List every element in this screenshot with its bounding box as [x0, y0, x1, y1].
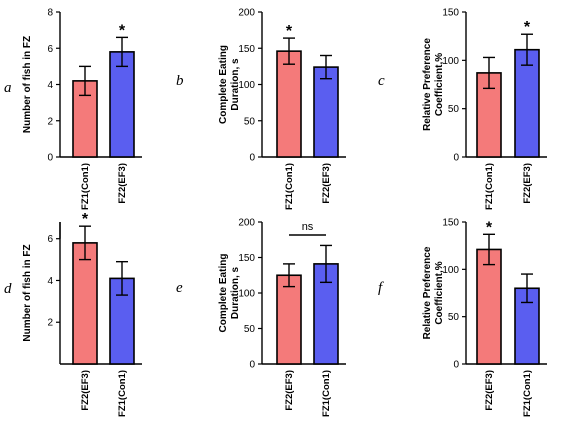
y-tick-label: 6 — [47, 44, 53, 55]
y-tick-label: 0 — [47, 153, 53, 164]
x-tick-label: FZ2(EF3) — [522, 163, 533, 204]
bar-FZ2(EF3) — [313, 66, 339, 158]
y-tick-label: 150 — [442, 8, 459, 19]
significance-star: * — [486, 219, 493, 236]
x-tick-label: FZ1(Con1) — [522, 370, 533, 417]
y-tick-label: 100 — [442, 265, 459, 276]
x-tick-label: FZ2(EF3) — [284, 370, 295, 411]
y-axis-label-line: Relative Preference — [422, 246, 433, 339]
y-axis-label: Relative PreferenceCoefficient,% — [422, 246, 445, 339]
y-tick-label: 0 — [453, 153, 459, 164]
y-tick-label: 150 — [238, 253, 255, 264]
y-tick-label: 0 — [453, 360, 459, 371]
y-tick-label: 100 — [238, 289, 255, 300]
y-axis-label: Complete EatingDuration, s — [218, 45, 241, 124]
bar-FZ2(EF3) — [514, 48, 540, 158]
bar-FZ2(EF3) — [276, 274, 302, 365]
y-axis-label: Relative PreferenceCoefficient,% — [422, 38, 445, 131]
y-axis-label: Number of fish in FZ — [22, 244, 33, 341]
x-tick-label: FZ1(Con1) — [321, 370, 332, 417]
bar-FZ1(Con1) — [514, 287, 540, 365]
y-tick-label: 0 — [249, 360, 255, 371]
y-tick-label: 150 — [238, 44, 255, 55]
y-tick-label: 2 — [47, 116, 53, 127]
y-tick-label: 200 — [238, 8, 255, 19]
panel-letter: e — [176, 280, 183, 296]
y-axis-label-line: Number of fish in FZ — [22, 36, 33, 133]
x-tick-label: FZ1(Con1) — [80, 163, 91, 210]
x-tick-label: FZ1(Con1) — [284, 163, 295, 210]
x-tick-label: FZ1(Con1) — [484, 163, 495, 210]
panel-letter: c — [378, 73, 385, 89]
x-tick-label: FZ1(Con1) — [117, 370, 128, 417]
x-tick-label: FZ2(EF3) — [117, 163, 128, 204]
x-tick-label: FZ2(EF3) — [484, 370, 495, 411]
y-axis-label-line: Relative Preference — [422, 38, 433, 131]
y-tick-label: 0 — [249, 153, 255, 164]
panel-letter: a — [4, 80, 12, 96]
significance-star: * — [82, 211, 89, 228]
y-axis-label-line: Duration, s — [230, 266, 241, 319]
y-tick-label: 200 — [238, 218, 255, 229]
y-axis-label-line: Duration, s — [230, 58, 241, 111]
x-tick-label: FZ2(EF3) — [321, 163, 332, 204]
bar-FZ2(EF3) — [476, 248, 502, 365]
significance-star: * — [119, 22, 126, 39]
chart-panel-d: d 2 4 6 Number of fish in FZ FZ2(EF3) FZ1(Con1… — [4, 211, 142, 417]
y-tick-label: 150 — [442, 218, 459, 229]
chart-panel-b: b 0 50 100 150 200 Complete EatingDuration, s F… — [176, 8, 346, 210]
y-tick-label: 4 — [47, 80, 53, 91]
panel-letter: f — [378, 280, 384, 296]
y-axis-label: Number of fish in FZ — [22, 36, 33, 133]
y-tick-label: 50 — [244, 324, 256, 335]
panel-letter: b — [176, 73, 184, 89]
bar-FZ1(Con1) — [276, 50, 302, 158]
y-tick-label: 4 — [47, 276, 53, 287]
chart-panel-f: f 0 50 100 150 Relative PreferenceCoefficient… — [378, 218, 547, 417]
y-axis-label-line: Complete Eating — [218, 254, 229, 333]
bar-FZ2(EF3) — [72, 242, 98, 365]
y-axis-label-line: Number of fish in FZ — [22, 244, 33, 341]
significance-star: * — [286, 23, 293, 40]
y-tick-label: 6 — [47, 234, 53, 245]
y-axis-label-line: Complete Eating — [218, 45, 229, 124]
chart-panel-c: c 0 50 100 150 Relative PreferenceCoefficient… — [378, 8, 547, 210]
significance-label: ns — [302, 221, 314, 233]
y-axis-label: Complete EatingDuration, s — [218, 254, 241, 333]
bar-FZ2(EF3) — [109, 51, 135, 158]
chart-panel-a: a 0 2 4 6 8 Number of fish in FZ FZ1(Con1) FZ2(E… — [4, 8, 142, 210]
y-tick-label: 50 — [448, 312, 460, 323]
chart-panel-e: e 0 50 100 150 200 Complete EatingDuration, s F… — [176, 218, 346, 417]
y-tick-label: 50 — [244, 116, 256, 127]
y-axis-label-line: Coefficient,% — [434, 261, 445, 324]
x-tick-label: FZ2(EF3) — [80, 370, 91, 411]
y-tick-label: 2 — [47, 318, 53, 329]
y-axis-label-line: Coefficient,% — [434, 53, 445, 116]
y-tick-label: 100 — [442, 56, 459, 67]
panel-letter: d — [4, 281, 12, 297]
y-tick-label: 100 — [238, 80, 255, 91]
y-tick-label: 8 — [47, 8, 53, 19]
y-tick-label: 50 — [448, 104, 460, 115]
significance-star: * — [524, 19, 531, 36]
